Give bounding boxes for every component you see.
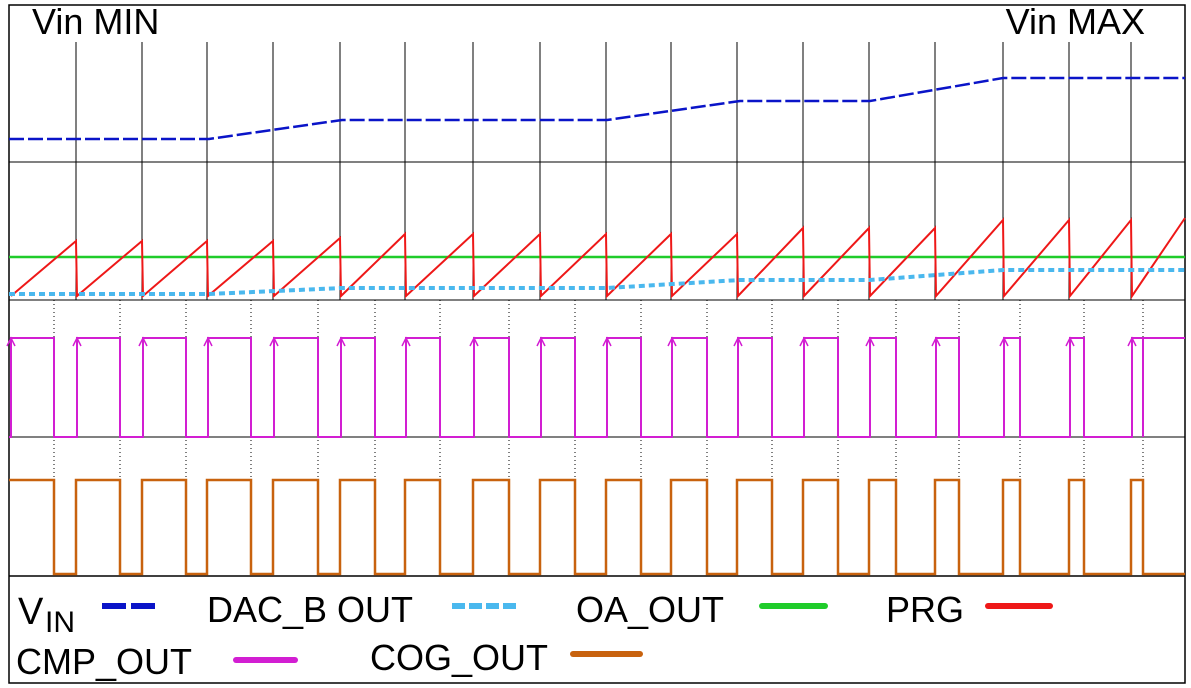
legend-item-cmp-out: CMP_OUT [16, 641, 298, 682]
dac-b-out-trace [9, 268, 1185, 296]
cmp-edge-arrow-7 [401, 336, 411, 347]
legend: V IN DAC_B OUT OA_OUT PRG CMP_OUT COG_OU… [16, 589, 1053, 682]
vin-max-label: Vin MAX [1006, 1, 1145, 42]
legend-label-vin: V [18, 591, 44, 633]
cmp-edge-arrow-5 [269, 336, 279, 347]
legend-label-cmp-out: CMP_OUT [16, 641, 192, 682]
cmp-out-trace-tail [1131, 337, 1185, 437]
legend-item-dac-b: DAC_B OUT [207, 589, 516, 630]
vin-trace [9, 76, 1185, 141]
cmp-edge-arrow-16 [999, 336, 1009, 347]
vin-min-label: Vin MIN [32, 1, 159, 42]
cog-out-trace [9, 478, 1185, 576]
cmp-edge-arrow-1 [6, 336, 16, 347]
waveform-traces [6, 76, 1186, 576]
cmp-edge-arrow-15 [931, 336, 941, 347]
cmp-edge-arrow-12 [733, 336, 743, 347]
legend-item-cog-out: COG_OUT [370, 637, 643, 678]
legend-item-vin: V IN [18, 591, 160, 639]
legend-subscript-vin: IN [45, 606, 75, 639]
legend-label-cog-out: COG_OUT [370, 637, 548, 678]
cmp-edge-arrow-9 [536, 336, 546, 347]
legend-label-prg: PRG [886, 589, 964, 630]
diagram-frame [8, 4, 1186, 684]
legend-label-oa-out: OA_OUT [576, 589, 724, 630]
cmp-edge-arrow-4 [203, 336, 213, 347]
cmp-edge-arrow-2 [72, 336, 82, 347]
cmp-edge-arrow-11 [667, 336, 677, 347]
legend-item-prg: PRG [886, 589, 1053, 630]
cmp-edge-arrow-13 [799, 336, 809, 347]
cmp-edge-arrow-8 [469, 336, 479, 347]
cmp-edge-arrow-3 [138, 336, 148, 347]
cmp-edge-arrow-17 [1065, 336, 1075, 347]
cmp-edge-arrow-18 [1127, 336, 1137, 347]
cmp-edge-arrow-6 [336, 336, 346, 347]
legend-item-oa-out: OA_OUT [576, 589, 828, 630]
legend-label-dac-b: DAC_B OUT [207, 589, 413, 630]
cmp-edge-arrow-14 [865, 336, 875, 347]
cmp-out-trace [9, 337, 1144, 438]
cmp-edge-arrow-10 [602, 336, 612, 347]
prg-trace [10, 217, 1186, 300]
